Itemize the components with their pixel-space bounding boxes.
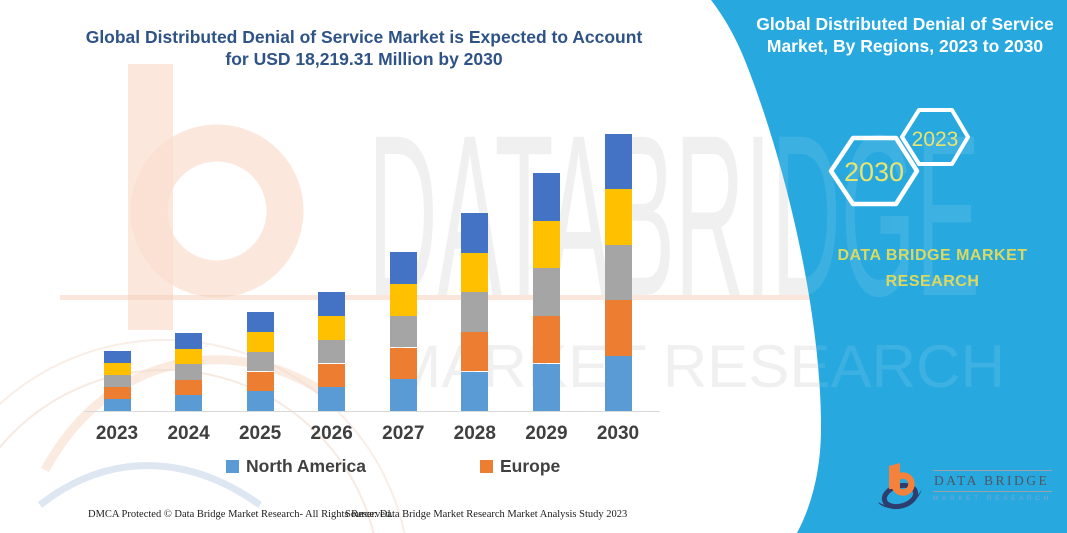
x-axis-label: 2023 bbox=[95, 423, 139, 444]
bar-segment-series3 bbox=[461, 252, 489, 293]
bar-segment-north-america bbox=[246, 391, 274, 411]
bar-segment-series3 bbox=[246, 331, 274, 352]
brand-text-line2: RESEARCH bbox=[885, 273, 980, 290]
bar-segment-europe bbox=[389, 347, 417, 380]
bar-segment-series4 bbox=[246, 312, 274, 332]
bar-segment-series3 bbox=[103, 363, 131, 376]
x-axis-label: 2027 bbox=[382, 423, 425, 444]
blue-banner-shape bbox=[711, 0, 1067, 533]
legend-swatch-europe bbox=[480, 460, 493, 473]
footer-source-text: Source: Data Bridge Market Research Mark… bbox=[345, 509, 628, 520]
x-axis-label: 2024 bbox=[167, 423, 210, 444]
bar-segment-series2 bbox=[246, 351, 274, 372]
bar-segment-europe bbox=[175, 379, 203, 396]
hexagon-2030: 2030 bbox=[828, 135, 920, 207]
bar-segment-series3 bbox=[318, 315, 346, 340]
banner-title-line2: Market, By Regions, 2023 to 2030 bbox=[766, 36, 1044, 56]
legend-label-north-america: North America bbox=[246, 456, 366, 476]
x-axis-label: 2026 bbox=[310, 423, 353, 444]
bar-segment-series2 bbox=[461, 292, 489, 332]
brand-text: DATA BRIDGE MARKET RESEARCH bbox=[810, 243, 1055, 295]
hexagon-2030-label: 2030 bbox=[844, 157, 904, 187]
bar-segment-series3 bbox=[175, 348, 203, 365]
logo-name: DATA BRIDGE bbox=[933, 470, 1052, 492]
data-bridge-logo-text: DATA BRIDGE MARKET RESEARCH bbox=[933, 460, 1052, 502]
bar-segment-series2 bbox=[532, 268, 560, 316]
bar-segment-series4 bbox=[461, 213, 489, 253]
bar-segment-series4 bbox=[318, 292, 346, 316]
bar-segment-north-america bbox=[389, 379, 417, 411]
legend-label-europe: Europe bbox=[500, 456, 561, 476]
bar-segment-series2 bbox=[318, 339, 346, 364]
banner-title: Global Distributed Denial of Service Mar… bbox=[749, 13, 1061, 57]
bar-segment-europe bbox=[461, 331, 489, 372]
legend-item-north-america: North America bbox=[226, 456, 366, 477]
legend-swatch-north-america bbox=[226, 460, 239, 473]
chart-title-line2: for USD 18,219.31 Million by 2030 bbox=[225, 49, 503, 69]
bar-segment-north-america bbox=[532, 363, 560, 411]
bar-segment-europe bbox=[103, 387, 131, 399]
data-bridge-logo: DATA BRIDGE MARKET RESEARCH bbox=[877, 460, 1052, 510]
bar-segment-series4 bbox=[389, 252, 417, 284]
bar-segment-series3 bbox=[532, 220, 560, 269]
x-axis-line bbox=[84, 411, 660, 412]
brand-text-line1: DATA BRIDGE MARKET bbox=[837, 247, 1028, 264]
bar-segment-series3 bbox=[604, 189, 632, 245]
bar-segment-north-america bbox=[103, 399, 131, 411]
bar-segment-series4 bbox=[604, 134, 632, 190]
chart-title: Global Distributed Denial of Service Mar… bbox=[58, 26, 670, 70]
legend-item-europe: Europe bbox=[480, 456, 560, 477]
x-axis-label: 2025 bbox=[238, 423, 282, 444]
bar-segment-europe bbox=[532, 315, 560, 364]
bar-segment-europe bbox=[246, 371, 274, 392]
bar-segment-series2 bbox=[103, 375, 131, 388]
footer-dmca-text: DMCA Protected © Data Bridge Market Rese… bbox=[88, 509, 393, 520]
chart-title-line1: Global Distributed Denial of Service Mar… bbox=[85, 27, 643, 47]
data-bridge-logo-icon bbox=[878, 463, 922, 510]
bar-segment-north-america bbox=[318, 387, 346, 411]
bar-segment-europe bbox=[604, 300, 632, 356]
bar-segment-series4 bbox=[103, 351, 131, 364]
logo-subtitle: MARKET RESEARCH bbox=[933, 495, 1052, 502]
bar-segment-north-america bbox=[604, 355, 632, 411]
hexagon-2023: 2023 bbox=[900, 108, 970, 166]
bar-segment-series2 bbox=[389, 315, 417, 348]
bar-segment-series4 bbox=[175, 333, 203, 349]
bar-segment-north-america bbox=[175, 395, 203, 411]
bar-segment-series2 bbox=[175, 364, 203, 380]
bar-segment-north-america bbox=[461, 371, 489, 411]
x-axis-label: 2029 bbox=[525, 423, 568, 444]
hexagon-2023-label: 2023 bbox=[912, 128, 959, 151]
bar-segment-europe bbox=[318, 363, 346, 388]
x-axis-label: 2030 bbox=[596, 423, 640, 444]
x-axis-label: 2028 bbox=[453, 423, 496, 444]
bar-segment-series2 bbox=[604, 244, 632, 301]
bar-segment-series4 bbox=[532, 173, 560, 221]
bar-segment-series3 bbox=[389, 284, 417, 316]
banner-title-line1: Global Distributed Denial of Service bbox=[756, 14, 1054, 34]
